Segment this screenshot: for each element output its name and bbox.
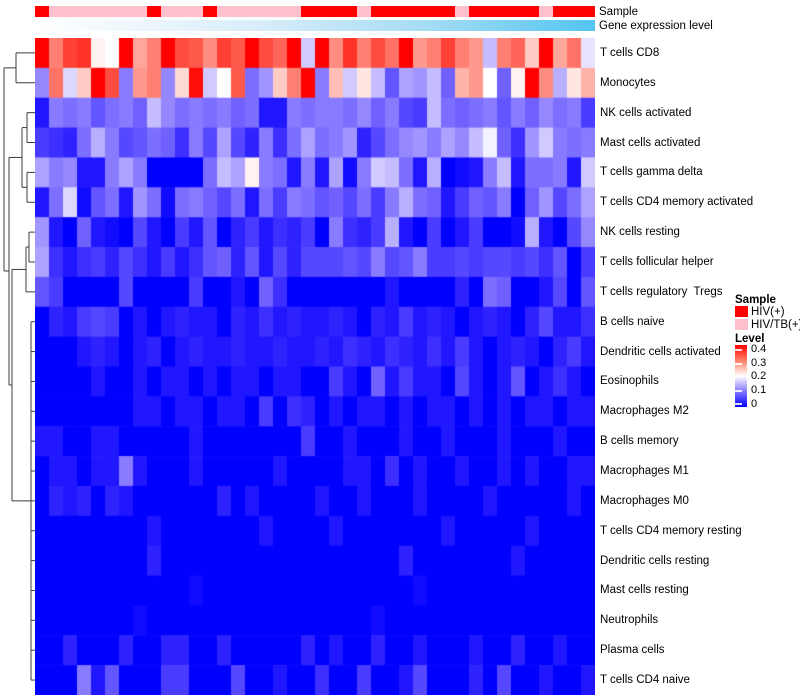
row-label: Eosinophils: [600, 375, 659, 388]
sample-annotation-cell: [525, 6, 539, 17]
gene-expression-annotation-bar: [35, 20, 595, 31]
sample-annotation-cell: [189, 6, 203, 17]
sample-annotation-cell: [385, 6, 399, 17]
sample-annotation-cell: [357, 6, 371, 17]
level-tick-label: 0: [751, 398, 758, 410]
sample-annotation-cell: [553, 6, 567, 17]
row-label: Macrophages M2: [600, 405, 689, 418]
sample-annotation-cell: [161, 6, 175, 17]
sample-legend-title: Sample: [735, 294, 776, 306]
row-label: T cells CD4 naive: [600, 674, 690, 687]
hiv-positive-label: HIV(+): [751, 306, 785, 318]
row-label: Dendritic cells activated: [600, 345, 721, 358]
row-label: T cells gamma delta: [600, 166, 703, 179]
row-label: Neutrophils: [600, 614, 659, 627]
sample-annotation-cell: [203, 6, 217, 17]
sample-annotation-cell: [497, 6, 511, 17]
row-label: B cells memory: [600, 435, 679, 448]
sample-annotation-cell: [315, 6, 329, 17]
hiv-tb-positive-swatch: [735, 319, 748, 330]
row-dendrogram: [3, 52, 35, 681]
sample-annotation-cell: [91, 6, 105, 17]
level-tick-label: 0.3: [751, 357, 767, 369]
row-label: Dendritic cells resting: [600, 554, 710, 567]
row-label: NK cells resting: [600, 226, 680, 239]
row-label: Plasma cells: [600, 644, 665, 657]
sample-annotation-cell: [63, 6, 77, 17]
sample-annotation-cell: [413, 6, 427, 17]
row-label: T cells CD4 memory resting: [600, 524, 742, 537]
row-label: T cells follicular helper: [600, 255, 714, 268]
sample-annotation-cell: [567, 6, 581, 17]
row-label: Macrophages M0: [600, 494, 689, 507]
level-tick-mark: [735, 363, 742, 365]
sample-annotation-cell: [399, 6, 413, 17]
sample-annotation-cell: [301, 6, 315, 17]
level-legend-title: Level: [735, 333, 765, 345]
sample-annotation-cell: [343, 6, 357, 17]
sample-annotation-cell: [371, 6, 385, 17]
row-label: T cells CD4 memory activated: [600, 196, 754, 209]
sample-annotation-cell: [441, 6, 455, 17]
sample-annotation-bar: [35, 6, 595, 17]
level-tick-mark: [735, 403, 742, 405]
sample-annotation-cell: [77, 6, 91, 17]
sample-annotation-cell: [287, 6, 301, 17]
row-label: NK cells activated: [600, 106, 692, 119]
level-tick-mark: [735, 376, 742, 378]
sample-annotation-label: Sample: [599, 6, 638, 18]
sample-annotation-cell: [483, 6, 497, 17]
row-label: Macrophages M1: [600, 465, 689, 478]
sample-annotation-cell: [175, 6, 189, 17]
sample-annotation-cell: [329, 6, 343, 17]
row-label: T cells CD8: [600, 46, 660, 59]
row-label: B cells naive: [600, 315, 665, 328]
level-tick-label: 0.4: [751, 343, 767, 355]
row-label: Monocytes: [600, 76, 656, 89]
sample-annotation-cell: [581, 6, 595, 17]
level-tick-label: 0.1: [751, 384, 767, 396]
sample-annotation-cell: [539, 6, 553, 17]
level-tick-mark: [735, 349, 742, 351]
sample-annotation-cell: [105, 6, 119, 17]
level-tick-label: 0.2: [751, 370, 767, 382]
gene-expression-annotation-label: Gene expression level: [599, 20, 713, 32]
sample-annotation-cell: [511, 6, 525, 17]
row-label: T cells regulatory Tregs: [600, 285, 723, 298]
row-label: Mast cells activated: [600, 136, 701, 149]
sample-annotation-cell: [273, 6, 287, 17]
sample-annotation-cell: [49, 6, 63, 17]
sample-annotation-cell: [133, 6, 147, 17]
sample-annotation-cell: [147, 6, 161, 17]
row-label: Mast cells resting: [600, 584, 689, 597]
hiv-tb-positive-label: HIV/TB(+): [751, 319, 800, 331]
sample-annotation-cell: [245, 6, 259, 17]
sample-annotation-cell: [259, 6, 273, 17]
sample-annotation-cell: [217, 6, 231, 17]
sample-annotation-cell: [427, 6, 441, 17]
level-tick-mark: [735, 390, 742, 392]
hiv-positive-swatch: [735, 306, 748, 317]
sample-annotation-cell: [455, 6, 469, 17]
sample-annotation-cell: [119, 6, 133, 17]
heatmap-matrix: [35, 38, 595, 695]
sample-annotation-cell: [469, 6, 483, 17]
sample-annotation-cell: [231, 6, 245, 17]
sample-annotation-cell: [35, 6, 49, 17]
